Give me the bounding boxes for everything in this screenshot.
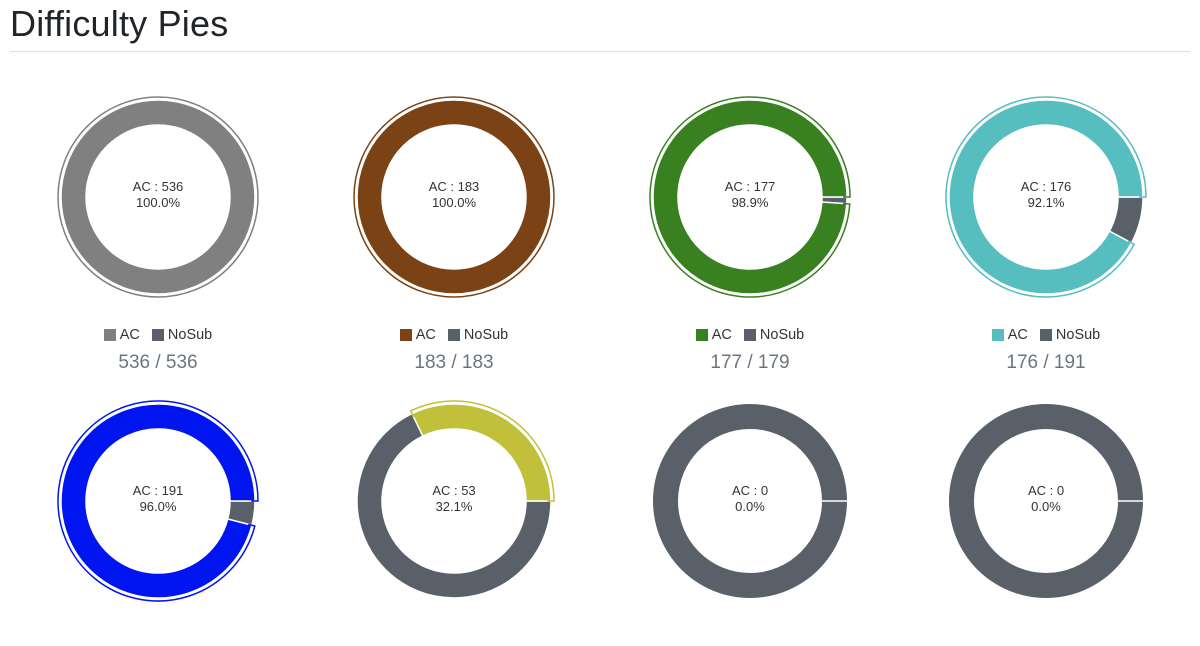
difficulty-pie-card: AC : 536 100.0% AC NoSub 536 / 536	[18, 52, 298, 373]
center-label: AC : 191 96.0%	[58, 483, 258, 515]
donut-chart	[949, 404, 1143, 598]
ac-ratio-text: 183 / 183	[414, 352, 494, 373]
center-label: AC : 536 100.0%	[58, 179, 258, 211]
legend-item-nosub[interactable]: NoSub	[743, 327, 805, 343]
legend-item-ac[interactable]: AC	[103, 327, 140, 343]
slice-ac	[948, 99, 1144, 295]
center-label: AC : 176 92.1%	[946, 179, 1146, 211]
legend-label: NoSub	[1055, 327, 1101, 343]
slice-ac-highlight	[57, 400, 259, 602]
donut-chart	[353, 96, 555, 298]
ac-percent-text: 100.0%	[135, 195, 181, 210]
ac-percent-text: 96.0%	[139, 499, 177, 514]
legend-swatch	[695, 329, 708, 341]
pie-legend: AC NoSub	[18, 327, 298, 343]
slice-nosub	[356, 412, 552, 599]
legend-item-nosub[interactable]: NoSub	[1039, 327, 1101, 343]
difficulty-pie-card: AC : 177 98.9% AC NoSub 177 / 179	[610, 52, 890, 373]
slice-ac-highlight	[353, 96, 555, 298]
slice-ac	[60, 99, 256, 295]
ac-count-text: AC : 177	[724, 179, 776, 194]
slice-ac-highlight	[57, 96, 259, 298]
donut-chart	[653, 404, 847, 598]
legend-label: NoSub	[463, 327, 509, 343]
ac-count-text: AC : 536	[132, 179, 184, 194]
legend-swatch	[399, 329, 412, 341]
legend-label: AC	[1007, 327, 1028, 343]
ac-ratio-text: 177 / 179	[710, 352, 790, 373]
ac-ratio-text: 176 / 191	[1006, 352, 1086, 373]
center-label: AC : 53 32.1%	[354, 483, 554, 515]
legend-swatch	[743, 329, 756, 341]
title-divider	[10, 51, 1190, 52]
difficulty-pie-card: AC : 183 100.0% AC NoSub 183 / 183	[314, 52, 594, 373]
ac-count-text: AC : 0	[731, 483, 769, 498]
ac-count-text: AC : 183	[428, 179, 480, 194]
difficulty-pie-card: AC : 0 0.0%	[906, 356, 1186, 646]
legend-item-ac[interactable]: AC	[991, 327, 1028, 343]
legend-label: AC	[415, 327, 436, 343]
legend-swatch	[447, 329, 460, 341]
legend-swatch	[103, 329, 116, 341]
difficulty-pie-card: AC : 176 92.1% AC NoSub 176 / 191	[906, 52, 1186, 373]
ac-percent-text: 92.1%	[1027, 195, 1065, 210]
ac-ratio-text: 536 / 536	[118, 352, 198, 373]
legend-label: AC	[119, 327, 140, 343]
slice-ac	[60, 403, 256, 599]
ac-count-text: AC : 53	[432, 483, 476, 498]
center-label: AC : 0 0.0%	[650, 483, 850, 515]
difficulty-pie-card: AC : 53 32.1%	[314, 356, 594, 646]
center-label: AC : 177 98.9%	[650, 179, 850, 211]
pie-legend: AC NoSub	[314, 327, 594, 343]
donut-chart	[57, 400, 259, 602]
difficulty-pie-card: AC : 191 96.0%	[18, 356, 298, 646]
difficulty-pie-card: AC : 0 0.0%	[610, 356, 890, 646]
legend-label: AC	[711, 327, 732, 343]
ac-count-text: AC : 191	[132, 483, 184, 498]
slice-ac-highlight	[945, 96, 1147, 298]
ac-percent-text: 0.0%	[735, 499, 765, 514]
pie-legend: AC NoSub	[610, 327, 890, 343]
legend-item-nosub[interactable]: NoSub	[151, 327, 213, 343]
page-title: Difficulty Pies	[10, 3, 229, 44]
donut-chart	[57, 96, 259, 298]
donut-chart	[649, 96, 851, 298]
ac-count-text: AC : 0	[1027, 483, 1065, 498]
legend-label: NoSub	[759, 327, 805, 343]
center-label: AC : 0 0.0%	[946, 483, 1146, 515]
ac-count-text: AC : 176	[1020, 179, 1072, 194]
ac-percent-text: 0.0%	[1031, 499, 1061, 514]
slice-ac	[652, 99, 848, 295]
legend-item-ac[interactable]: AC	[695, 327, 732, 343]
slice-ac-highlight	[649, 96, 851, 298]
ac-percent-text: 100.0%	[431, 195, 477, 210]
slice-ac-highlight	[409, 400, 555, 502]
ac-percent-text: 32.1%	[435, 499, 473, 514]
legend-item-ac[interactable]: AC	[399, 327, 436, 343]
legend-swatch	[1039, 329, 1052, 341]
legend-swatch	[991, 329, 1004, 341]
donut-chart	[356, 400, 555, 599]
ac-percent-text: 98.9%	[731, 195, 769, 210]
legend-swatch	[151, 329, 164, 341]
legend-item-nosub[interactable]: NoSub	[447, 327, 509, 343]
pie-legend: AC NoSub	[906, 327, 1186, 343]
donut-chart	[945, 96, 1147, 298]
slice-ac	[356, 99, 552, 295]
center-label: AC : 183 100.0%	[354, 179, 554, 211]
legend-label: NoSub	[167, 327, 213, 343]
